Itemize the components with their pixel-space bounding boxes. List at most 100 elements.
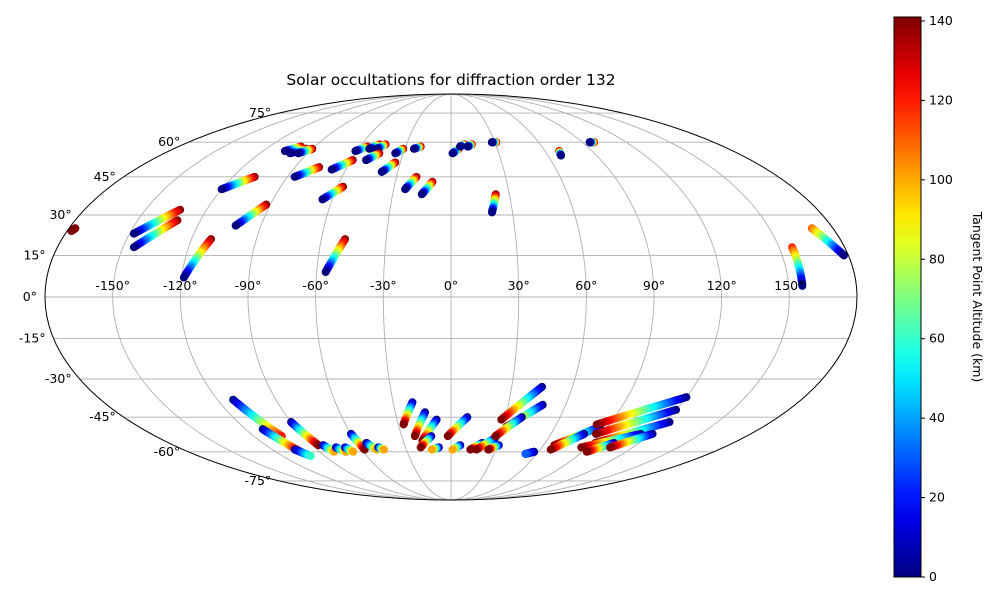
data-point xyxy=(521,449,530,458)
data-point xyxy=(585,138,594,147)
data-point xyxy=(231,221,240,230)
x-tick-label: -90° xyxy=(235,278,262,293)
occultation-track xyxy=(417,177,437,199)
data-point xyxy=(487,138,496,147)
y-tick-label: 30° xyxy=(49,207,71,222)
data-point xyxy=(456,142,465,151)
occultation-track xyxy=(351,142,372,156)
occultation-track xyxy=(321,235,350,276)
x-tick-label: 150° xyxy=(774,278,804,293)
data-point xyxy=(129,243,138,252)
data-point xyxy=(401,185,410,194)
occultation-track xyxy=(217,172,259,194)
data-point xyxy=(416,443,425,452)
x-tick-label: 90° xyxy=(643,278,665,293)
data-point xyxy=(443,432,452,441)
data-point xyxy=(306,452,315,461)
occultation-track xyxy=(401,172,421,194)
occultation-track xyxy=(487,138,501,147)
occultation-track xyxy=(294,144,317,158)
occultation-track xyxy=(377,158,400,176)
data-point xyxy=(427,445,436,454)
y-tick-label: 0° xyxy=(23,289,37,304)
data-point xyxy=(592,420,601,429)
colorbar-label: Tangent Point Altitude (km) xyxy=(970,211,985,383)
x-tick-label: -60° xyxy=(302,278,329,293)
data-point xyxy=(217,185,226,194)
occultation-track xyxy=(129,216,182,252)
data-point xyxy=(129,229,138,238)
y-tick-label: -15° xyxy=(19,331,46,346)
colorbar: 0 20 40 60 80 100 120 140 Tangent Point Altitude… xyxy=(893,13,985,584)
chart-title: Solar occultations for diffraction order… xyxy=(286,71,615,89)
occultation-track xyxy=(362,149,384,165)
occultation-track xyxy=(67,224,80,235)
data-point xyxy=(290,172,299,181)
data-point xyxy=(380,445,389,454)
data-point xyxy=(410,144,419,153)
x-tick-label: -120° xyxy=(163,278,198,293)
x-tick-label: -150° xyxy=(95,278,130,293)
colorbar-tick-label: 80 xyxy=(929,251,945,266)
data-point xyxy=(591,429,600,438)
x-tick-label: 0° xyxy=(444,278,458,293)
data-point xyxy=(318,195,327,204)
occultation-track xyxy=(463,140,476,151)
occultation-tracks xyxy=(67,138,848,461)
data-point xyxy=(448,149,457,158)
occultation-track xyxy=(290,445,315,461)
data-point xyxy=(448,445,457,454)
y-tick-label: 15° xyxy=(23,247,45,262)
occultation-track xyxy=(399,398,417,429)
y-tick-label: -30° xyxy=(45,371,72,386)
occultation-track xyxy=(318,182,348,204)
occultation-track xyxy=(521,447,539,458)
occultation-track xyxy=(555,147,565,160)
data-point xyxy=(557,151,565,160)
data-point xyxy=(491,432,500,441)
y-tick-label: -75° xyxy=(245,473,272,488)
data-point xyxy=(365,144,374,153)
data-point xyxy=(484,445,493,454)
colorbar-tick-label: 0 xyxy=(929,569,937,584)
occultation-track xyxy=(231,200,271,230)
colorbar-tick-label: 140 xyxy=(929,13,953,28)
data-point xyxy=(497,415,506,424)
occultation-track xyxy=(488,190,500,217)
occultation-track xyxy=(448,144,463,158)
data-point xyxy=(417,190,426,199)
data-point xyxy=(179,273,188,282)
occultation-track xyxy=(585,138,599,147)
occultation-track xyxy=(410,142,425,153)
data-point xyxy=(410,432,419,441)
data-point xyxy=(321,268,330,276)
data-point xyxy=(351,147,360,156)
y-tick-label: 60° xyxy=(158,134,180,149)
data-point xyxy=(463,142,472,151)
data-point xyxy=(546,445,555,454)
data-point xyxy=(582,447,591,456)
x-tick-label: 30° xyxy=(508,278,530,293)
data-point xyxy=(286,149,295,158)
data-point xyxy=(294,149,303,158)
y-tick-label: -45° xyxy=(89,409,116,424)
data-point xyxy=(488,208,496,217)
colorbar-tick-label: 60 xyxy=(929,331,945,346)
axis-tick-labels: -150° -120° -90° -60° -30° 0° 30° 60° 90° 120° 150… xyxy=(19,105,804,488)
data-point xyxy=(472,445,481,454)
data-point xyxy=(391,149,400,158)
data-point xyxy=(377,167,386,176)
colorbar-tick-label: 100 xyxy=(929,172,953,187)
colorbar-scale xyxy=(893,16,922,578)
data-point xyxy=(349,447,358,456)
y-tick-label: 45° xyxy=(94,169,116,184)
occultation-track xyxy=(290,163,324,181)
colorbar-tick-label: 120 xyxy=(929,92,953,107)
occultation-track xyxy=(327,156,357,174)
x-tick-label: -30° xyxy=(370,278,397,293)
occultation-track xyxy=(391,144,408,158)
x-tick-label: 120° xyxy=(707,278,737,293)
data-point xyxy=(362,156,371,165)
y-tick-label: 75° xyxy=(249,105,271,120)
